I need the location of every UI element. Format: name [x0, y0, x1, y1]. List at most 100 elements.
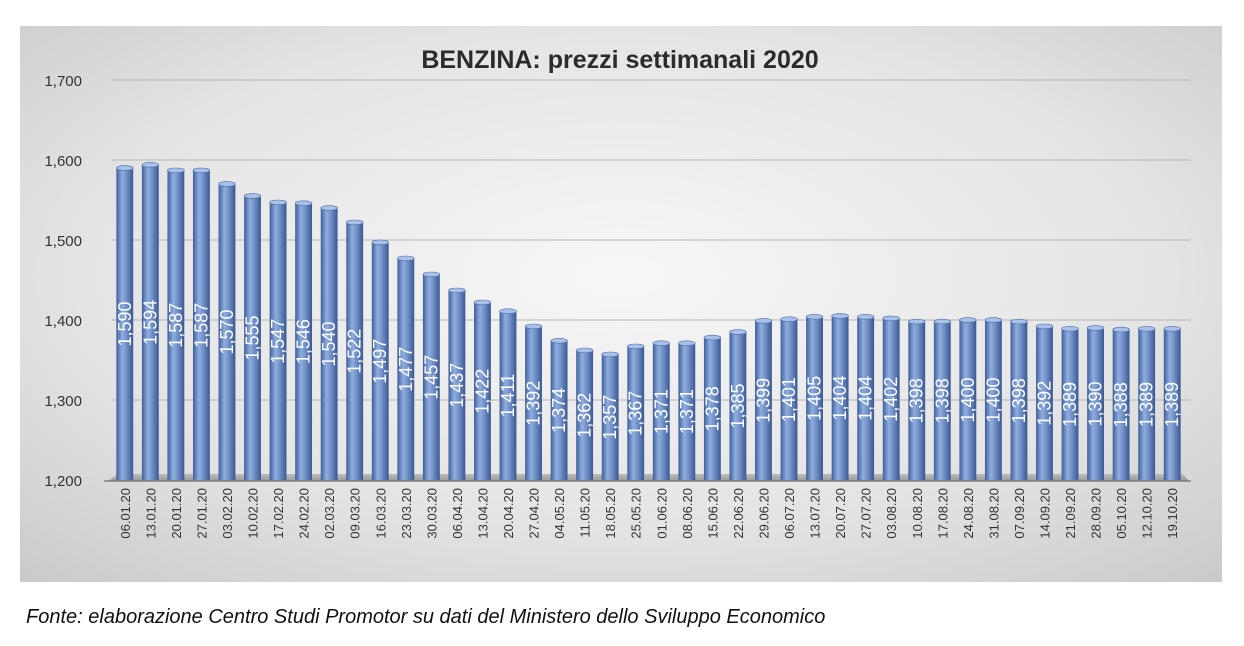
bar [244, 196, 261, 480]
data-label: 1,402 [881, 377, 901, 422]
bar [1010, 321, 1028, 480]
bar [499, 311, 517, 480]
bar-top [1035, 323, 1054, 330]
x-tick-label: 16.03.20 [373, 488, 388, 539]
x-tick-label: 23.03.20 [399, 488, 414, 539]
data-label: 1,374 [549, 388, 569, 433]
bar-top [192, 167, 211, 174]
bar-top [524, 323, 543, 330]
bar [627, 346, 645, 480]
data-label: 1,404 [856, 376, 876, 421]
bar-top [320, 205, 338, 211]
data-label: 1,399 [753, 378, 773, 423]
bar-top [856, 314, 875, 320]
bar [116, 168, 134, 480]
x-tick-label: 05.10.20 [1114, 488, 1129, 539]
bar [371, 242, 389, 480]
bar [448, 290, 466, 480]
data-label: 1,587 [191, 303, 211, 348]
data-label: 1,401 [779, 377, 799, 422]
x-tick-label: 27.04.20 [527, 488, 542, 539]
bar-top [1010, 318, 1028, 325]
bar [1112, 329, 1130, 480]
x-tick-label: 20.07.20 [833, 488, 848, 539]
data-label: 1,590 [115, 301, 135, 346]
bar-top [780, 316, 798, 322]
data-label: 1,570 [217, 309, 237, 354]
x-tick-label: 24.08.20 [961, 488, 976, 539]
x-tick-label: 20.01.20 [169, 488, 184, 539]
x-tick-label: 10.08.20 [910, 488, 925, 539]
data-label: 1,594 [140, 300, 160, 345]
bar-top [754, 318, 773, 324]
data-label: 1,398 [1009, 378, 1029, 423]
bar [474, 302, 491, 480]
y-tick-label: 1,700 [44, 73, 82, 90]
data-label: 1,457 [421, 355, 441, 400]
chart-title: BENZINA: prezzi settimanali 2020 [421, 46, 818, 74]
bar [1087, 328, 1105, 480]
x-tick-label: 13.01.20 [143, 488, 158, 539]
data-label: 1,371 [677, 389, 697, 434]
data-label: 1,389 [1162, 382, 1182, 427]
y-tick-label: 1,500 [44, 233, 82, 250]
bar-top [422, 271, 441, 278]
data-label: 1,392 [1034, 381, 1054, 426]
data-label: 1,367 [626, 391, 646, 436]
bar [1138, 328, 1156, 480]
x-tick-label: 06.04.20 [450, 488, 465, 539]
bar [601, 354, 619, 480]
bar [218, 184, 236, 480]
bar [1061, 328, 1079, 480]
data-label: 1,546 [294, 319, 314, 364]
data-label: 1,555 [243, 315, 263, 360]
data-label: 1,404 [830, 375, 850, 420]
x-tick-label: 03.08.20 [884, 488, 899, 539]
x-tick-label: 13.04.20 [475, 488, 490, 539]
bar-top [575, 347, 594, 354]
bar [806, 316, 823, 480]
bar [1163, 328, 1181, 480]
x-tick-label: 02.03.20 [322, 488, 337, 539]
bar-top [703, 334, 722, 341]
bar-top [550, 338, 568, 344]
bar-top [167, 167, 185, 174]
x-tick-label: 17.02.20 [271, 488, 286, 539]
bar-top [1112, 326, 1130, 333]
bar-top [984, 317, 1003, 323]
data-label: 1,398 [932, 378, 952, 423]
data-label: 1,522 [345, 329, 365, 374]
bar-top [601, 351, 619, 358]
x-tick-label: 06.01.20 [118, 488, 133, 539]
x-tick-label: 22.06.20 [731, 488, 746, 539]
bar-top [269, 199, 287, 206]
x-tick-label: 31.08.20 [986, 488, 1001, 539]
bar-top [448, 287, 466, 294]
bar [678, 343, 696, 480]
bar-top [831, 313, 849, 319]
data-label: 1,357 [600, 395, 620, 440]
bar [397, 258, 415, 480]
bar-top [882, 315, 900, 322]
bar [984, 320, 1002, 480]
data-label: 1,587 [166, 303, 186, 348]
bar-top [805, 314, 824, 320]
bar-top [294, 200, 313, 206]
x-tick-label: 27.01.20 [194, 488, 209, 539]
bar-chart: BENZINA: prezzi settimanali 2020 1,590 1,… [20, 26, 1222, 582]
bar-top [218, 181, 236, 187]
x-tick-label: 11.05.20 [578, 488, 593, 538]
bar [525, 326, 542, 480]
x-tick-label: 18.05.20 [603, 488, 618, 539]
data-label: 1,497 [370, 339, 390, 384]
bar [295, 203, 313, 480]
bar [755, 320, 772, 480]
bar-top [371, 239, 389, 246]
bar [269, 202, 287, 480]
data-label: 1,385 [728, 383, 748, 428]
bar [576, 350, 594, 480]
bar-top [626, 343, 645, 350]
data-label: 1,392 [524, 381, 544, 426]
x-tick-label: 10.02.20 [246, 488, 261, 539]
bar [908, 321, 926, 480]
